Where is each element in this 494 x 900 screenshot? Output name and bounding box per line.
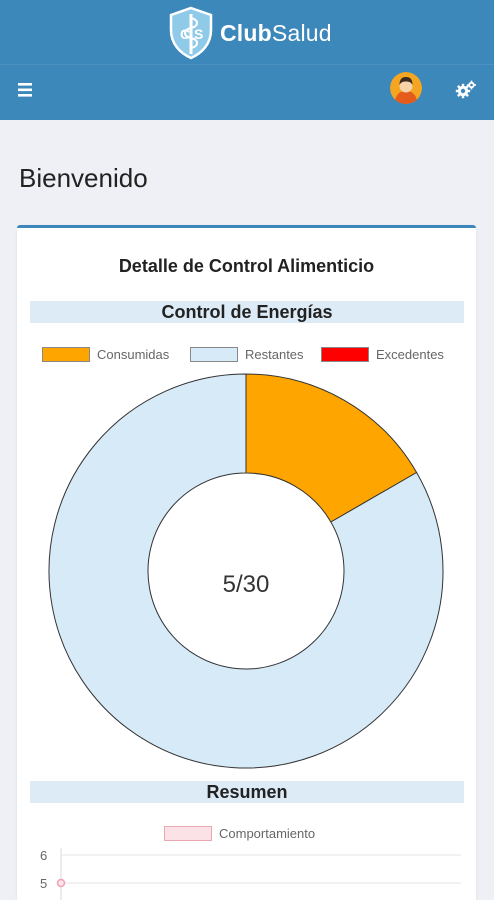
y-tick-label: 6 [40,848,47,863]
app-name-regular: Salud [271,19,332,46]
app-name: ClubSalud [220,20,332,47]
legend-item-consumidas[interactable]: Consumidas [42,347,169,362]
energy-legend: Consumidas Restantes Excedentes [17,347,476,363]
legend-item-comportamiento[interactable]: Comportamiento [164,826,315,841]
shield-logo-icon: C S [169,6,213,60]
legend-swatch-comportamiento [164,826,212,841]
page-title: Bienvenido [19,163,148,193]
legend-swatch-restantes [190,347,238,362]
app-name-bold: Club [220,19,272,46]
user-avatar-icon[interactable] [390,72,422,104]
data-point[interactable] [56,878,66,888]
donut-center-label: 5/30 [222,571,270,598]
header-divider [0,64,494,65]
resumen-section-header: Resumen [30,781,464,803]
donut-slice-consumidas[interactable] [245,373,418,523]
legend-label-excedentes: Excedentes [376,347,444,362]
control-card: Detalle de Control Alimenticio Control d… [17,225,476,900]
gears-icon[interactable] [455,80,477,100]
legend-label-consumidas: Consumidas [97,347,170,362]
legend-label-comportamiento: Comportamiento [219,826,316,841]
y-tick-label: 5 [40,876,47,891]
top-app-bar: C S ClubSalud [0,0,494,120]
donut-slice-restantes[interactable] [48,373,444,769]
energy-section-header: Control de Energías [30,301,464,323]
legend-item-restantes[interactable]: Restantes [190,347,304,362]
logo-monogram-left: C [180,26,190,42]
resumen-line-chart: 6 5 [40,848,461,900]
logo-monogram-right: S [194,26,203,42]
legend-swatch-excedentes [321,347,369,362]
energy-donut-chart [48,373,444,769]
hamburger-icon[interactable] [16,80,36,100]
legend-swatch-consumidas [42,347,90,362]
legend-label-restantes: Restantes [245,347,304,362]
card-title: Detalle de Control Alimenticio [118,256,375,276]
legend-item-excedentes[interactable]: Excedentes [321,347,444,362]
app-logo[interactable]: C S ClubSalud [168,6,332,60]
